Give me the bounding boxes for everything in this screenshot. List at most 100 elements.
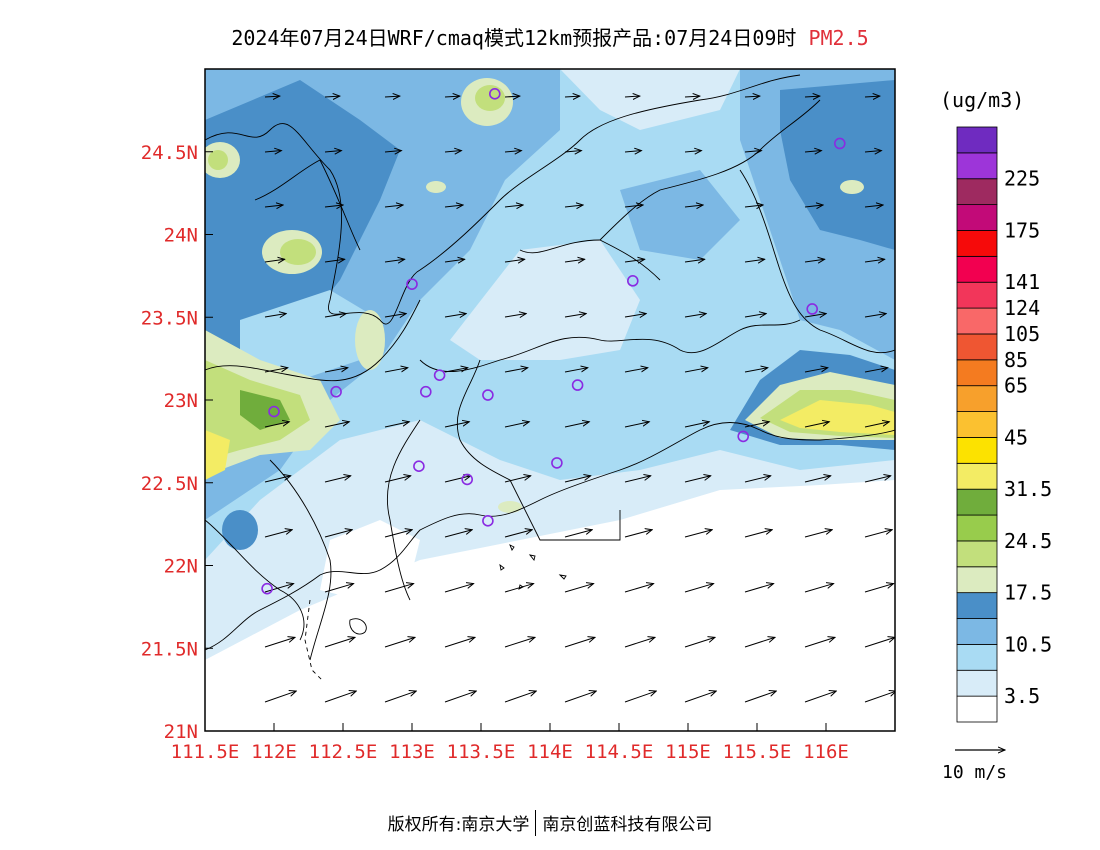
legend-unit: (ug/m3) [940,88,1024,112]
wind-arrow [564,422,589,428]
legend-swatch [956,126,998,154]
wind-arrow [384,584,414,593]
legend-label: 124 [1004,296,1040,320]
wind-arrow [744,637,775,648]
x-axis: 111.5E 112E 112.5E 113E 113.5E 114E 114.5E 115E… [171,723,849,763]
wind-arrow [744,96,760,97]
wind-arrow [624,151,641,152]
wind-arrow [504,259,525,262]
wind-arrow [264,530,292,538]
wind-arrow [744,259,765,262]
wind-arrow [384,691,416,703]
wind-arrow [264,314,286,317]
wind-arrow [864,637,895,648]
y-tick-label: 24N [164,225,198,247]
wind-arrow [564,637,595,648]
wind-arrow [504,205,523,207]
wind-arrow [624,314,646,317]
wind-arrow [864,259,885,262]
x-tick-label: 115E [665,741,711,763]
wind-arrow [624,691,656,703]
wind-arrow [804,637,835,648]
wind-arrow [504,691,536,703]
wind-vectors [264,96,895,703]
x-tick-label: 113.5E [447,741,516,763]
legend-label: 85 [1004,348,1028,372]
copyright-footer: 版权所有:南京大学 南京创蓝科技有限公司 [0,810,1100,836]
wind-arrow [264,259,285,262]
wind-arrow [744,151,761,152]
y-tick-label: 21.5N [141,638,198,660]
station-marker [571,379,584,391]
wind-arrow [684,637,715,648]
wind-arrow [624,96,640,97]
wind-arrow [504,96,520,97]
legend-swatch [956,333,998,361]
title-variable: PM2.5 [808,26,869,50]
y-tick-label: 23N [164,390,198,412]
wind-arrow [684,530,712,538]
wind-arrow [624,637,655,648]
legend-swatch [956,152,998,180]
wind-arrow [564,205,583,207]
station-marker [626,275,639,287]
wind-arrow [804,96,820,97]
wind-arrow [444,368,468,373]
station-marker [413,460,425,473]
wind-arrow [564,584,594,593]
wind-arrow [444,584,474,593]
wind-arrow [324,205,343,207]
legend-swatch [956,566,998,594]
station-marker [482,515,494,527]
wind-arrow [684,422,709,428]
wind-arrow [804,205,823,207]
wind-arrow [264,476,291,483]
wind-arrow [264,584,294,593]
wind-arrow [684,476,711,483]
wind-scale: 10 m/s [942,750,1007,783]
legend-label: 45 [1004,425,1028,449]
y-axis: 21N 21.5N 22N 22.5N 23N 23.5N 24N 24.5N [141,142,213,743]
wind-arrow [684,151,701,152]
x-tick-label: 114.5E [585,741,654,763]
legend-swatch [956,618,998,645]
station-marker [833,137,846,150]
wind-arrow [324,637,355,648]
y-tick-label: 22N [164,556,198,578]
wind-arrow [384,476,411,483]
wind-arrow [504,637,535,648]
wind-arrow [324,96,340,97]
legend-swatch [956,669,998,697]
wind-arrow [804,691,836,703]
wind-arrow [804,151,821,152]
legend-label: 31.5 [1004,477,1052,501]
wind-arrow [324,584,354,593]
wind-arrow [324,259,345,262]
y-tick-label: 22.5N [141,473,198,495]
wind-arrow [324,530,352,538]
wind-arrow [504,368,528,373]
legend-swatch [956,281,998,309]
wind-arrow [264,637,295,648]
wind-arrow [504,422,529,428]
wind-arrow [264,368,288,373]
wind-scale-label: 10 m/s [942,762,1007,783]
x-tick-label: 111.5E [171,741,240,763]
wind-arrow [624,259,645,262]
wind-arrow [864,584,894,593]
wind-arrow [264,205,283,207]
legend-swatch [956,592,998,619]
wind-arrow [264,96,280,97]
x-tick-label: 112E [251,741,297,763]
legend-swatch [956,488,998,516]
y-tick-label: 21N [164,721,198,743]
wind-arrow [504,530,532,538]
legend-swatch [956,178,998,206]
wind-arrow [444,205,463,207]
y-tick-label: 23.5N [141,307,198,329]
wind-arrow [504,584,534,593]
wind-arrow [384,422,409,428]
wind-arrow [504,314,526,317]
wind-arrow [684,584,714,593]
